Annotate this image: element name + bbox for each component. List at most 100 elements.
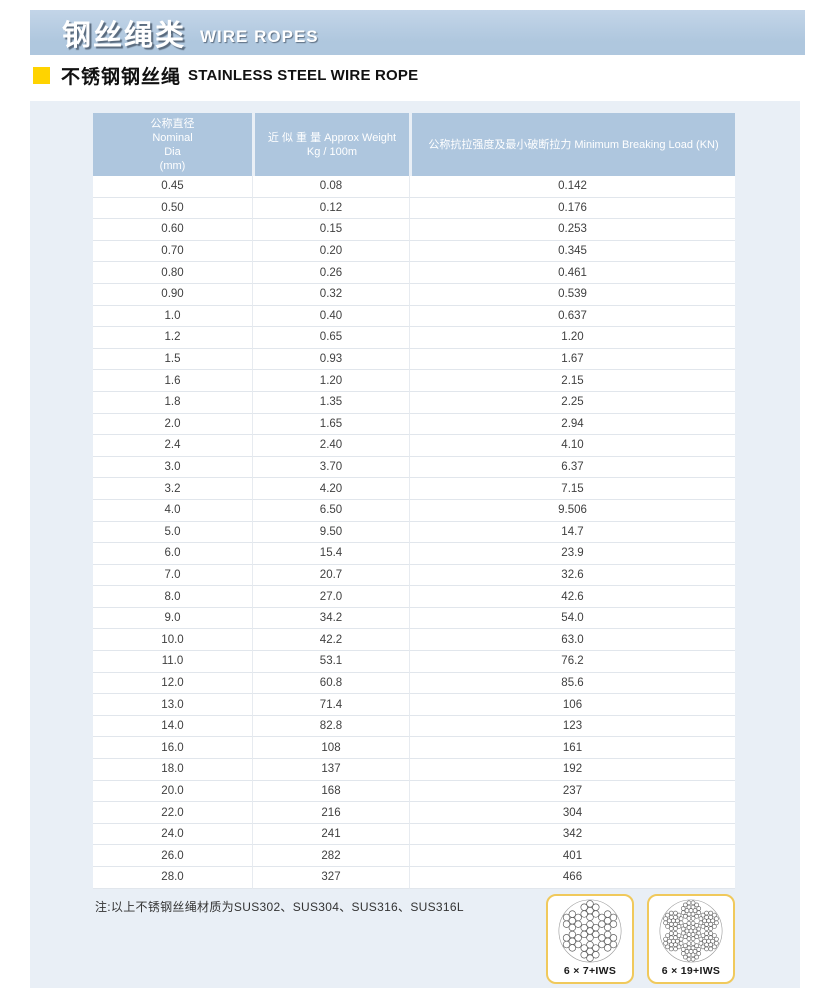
cell-approx-weight: 6.50 bbox=[252, 499, 409, 522]
cell-approx-weight: 34.2 bbox=[252, 607, 409, 630]
cell-nominal-dia: 13.0 bbox=[93, 694, 252, 716]
cell-approx-weight: 0.40 bbox=[252, 305, 409, 328]
cell-breaking-load: 1.67 bbox=[409, 348, 735, 371]
cell-breaking-load: 2.94 bbox=[409, 413, 735, 436]
cell-breaking-load: 32.6 bbox=[409, 564, 735, 587]
cell-nominal-dia: 11.0 bbox=[93, 651, 252, 673]
table-row: 12.0 60.8 85.6 bbox=[93, 672, 735, 695]
cell-approx-weight: 282 bbox=[252, 845, 409, 867]
cell-approx-weight: 1.65 bbox=[252, 413, 409, 436]
cell-nominal-dia: 14.0 bbox=[93, 715, 252, 738]
cell-nominal-dia: 8.0 bbox=[93, 586, 252, 608]
cell-approx-weight: 0.12 bbox=[252, 197, 409, 220]
cell-breaking-load: 342 bbox=[409, 823, 735, 846]
cell-approx-weight: 137 bbox=[252, 759, 409, 781]
cell-breaking-load: 54.0 bbox=[409, 607, 735, 630]
cell-breaking-load: 106 bbox=[409, 694, 735, 716]
table-row: 0.70 0.20 0.345 bbox=[93, 240, 735, 263]
cell-approx-weight: 2.40 bbox=[252, 435, 409, 457]
cell-breaking-load: 192 bbox=[409, 759, 735, 781]
cell-approx-weight: 20.7 bbox=[252, 564, 409, 587]
cell-nominal-dia: 6.0 bbox=[93, 543, 252, 565]
cell-breaking-load: 2.25 bbox=[409, 391, 735, 414]
cell-breaking-load: 85.6 bbox=[409, 672, 735, 695]
cell-nominal-dia: 16.0 bbox=[93, 737, 252, 760]
cell-breaking-load: 1.20 bbox=[409, 327, 735, 349]
cell-approx-weight: 9.50 bbox=[252, 521, 409, 544]
yellow-square-bullet-icon bbox=[33, 66, 50, 84]
cell-breaking-load: 0.539 bbox=[409, 283, 735, 306]
cell-nominal-dia: 3.0 bbox=[93, 456, 252, 479]
table-row: 18.0 137 192 bbox=[93, 759, 735, 781]
cell-nominal-dia: 12.0 bbox=[93, 672, 252, 695]
cell-nominal-dia: 0.50 bbox=[93, 197, 252, 220]
table-row: 0.90 0.32 0.539 bbox=[93, 283, 735, 306]
spec-table-header: 公称直径 Nominal Dia (mm) 近 似 重 量 Approx Wei… bbox=[93, 113, 735, 176]
cell-approx-weight: 1.20 bbox=[252, 370, 409, 392]
table-row: 22.0 216 304 bbox=[93, 802, 735, 824]
cell-nominal-dia: 28.0 bbox=[93, 867, 252, 889]
table-row: 1.8 1.35 2.25 bbox=[93, 391, 735, 414]
cell-breaking-load: 304 bbox=[409, 802, 735, 824]
table-row: 6.0 15.4 23.9 bbox=[93, 543, 735, 565]
cell-breaking-load: 0.176 bbox=[409, 197, 735, 220]
table-row: 20.0 168 237 bbox=[93, 780, 735, 803]
table-row: 4.0 6.50 9.506 bbox=[93, 499, 735, 522]
cell-nominal-dia: 7.0 bbox=[93, 564, 252, 587]
cell-approx-weight: 241 bbox=[252, 823, 409, 846]
cell-breaking-load: 401 bbox=[409, 845, 735, 867]
material-note: 注:以上不锈钢丝绳材质为SUS302、SUS304、SUS316、SUS316L bbox=[95, 899, 464, 914]
table-row: 10.0 42.2 63.0 bbox=[93, 629, 735, 652]
footer-row: 注:以上不锈钢丝绳材质为SUS302、SUS304、SUS316、SUS316L… bbox=[93, 893, 735, 990]
cell-breaking-load: 0.142 bbox=[409, 176, 735, 198]
rope-diagram-label: 6 × 19+IWS bbox=[661, 964, 721, 977]
cell-breaking-load: 42.6 bbox=[409, 586, 735, 608]
cell-approx-weight: 216 bbox=[252, 802, 409, 824]
content-panel: 公称直径 Nominal Dia (mm) 近 似 重 量 Approx Wei… bbox=[30, 101, 800, 988]
cell-breaking-load: 14.7 bbox=[409, 521, 735, 544]
cell-approx-weight: 0.32 bbox=[252, 283, 409, 306]
cell-nominal-dia: 0.80 bbox=[93, 262, 252, 284]
section-title-en: STAINLESS STEEL WIRE ROPE bbox=[188, 66, 419, 84]
cell-nominal-dia: 10.0 bbox=[93, 629, 252, 652]
table-row: 0.80 0.26 0.461 bbox=[93, 262, 735, 284]
cell-breaking-load: 23.9 bbox=[409, 543, 735, 565]
cell-approx-weight: 168 bbox=[252, 780, 409, 803]
cell-approx-weight: 1.35 bbox=[252, 391, 409, 414]
page-title-cn: 钢丝绳类 bbox=[62, 19, 187, 52]
cell-approx-weight: 71.4 bbox=[252, 694, 409, 716]
cell-nominal-dia: 26.0 bbox=[93, 845, 252, 867]
cell-breaking-load: 123 bbox=[409, 715, 735, 738]
table-row: 2.4 2.40 4.10 bbox=[93, 435, 735, 457]
section-header: 不锈钢钢丝绳 STAINLESS STEEL WIRE ROPE bbox=[33, 62, 418, 88]
rope-cross-section-6x7-icon bbox=[558, 899, 622, 963]
table-row: 14.0 82.8 123 bbox=[93, 715, 735, 738]
cell-approx-weight: 0.26 bbox=[252, 262, 409, 284]
table-row: 24.0 241 342 bbox=[93, 823, 735, 846]
table-row: 13.0 71.4 106 bbox=[93, 694, 735, 716]
cell-approx-weight: 0.20 bbox=[252, 240, 409, 263]
cell-breaking-load: 76.2 bbox=[409, 651, 735, 673]
cell-nominal-dia: 0.60 bbox=[93, 219, 252, 241]
cell-approx-weight: 3.70 bbox=[252, 456, 409, 479]
spec-table-body: 0.45 0.08 0.142 0.50 0.12 0.176 0.60 0.15 0.253 0… bbox=[93, 176, 735, 889]
table-row: 16.0 108 161 bbox=[93, 737, 735, 760]
page-title-en: WIRE ROPES bbox=[200, 26, 319, 46]
cell-breaking-load: 63.0 bbox=[409, 629, 735, 652]
table-row: 9.0 34.2 54.0 bbox=[93, 607, 735, 630]
cell-approx-weight: 0.08 bbox=[252, 176, 409, 198]
cell-approx-weight: 53.1 bbox=[252, 651, 409, 673]
cell-breaking-load: 0.345 bbox=[409, 240, 735, 263]
cell-nominal-dia: 0.90 bbox=[93, 283, 252, 306]
col-header-approx-weight: 近 似 重 量 Approx Weight Kg / 100m bbox=[252, 113, 409, 176]
table-row: 0.50 0.12 0.176 bbox=[93, 197, 735, 220]
cell-approx-weight: 0.93 bbox=[252, 348, 409, 371]
cell-breaking-load: 0.253 bbox=[409, 219, 735, 241]
cell-nominal-dia: 1.2 bbox=[93, 327, 252, 349]
spec-table: 公称直径 Nominal Dia (mm) 近 似 重 量 Approx Wei… bbox=[93, 113, 735, 889]
cell-breaking-load: 237 bbox=[409, 780, 735, 803]
cell-nominal-dia: 3.2 bbox=[93, 478, 252, 500]
section-title-cn: 不锈钢钢丝绳 bbox=[61, 66, 182, 88]
cell-approx-weight: 42.2 bbox=[252, 629, 409, 652]
cell-breaking-load: 0.637 bbox=[409, 305, 735, 328]
